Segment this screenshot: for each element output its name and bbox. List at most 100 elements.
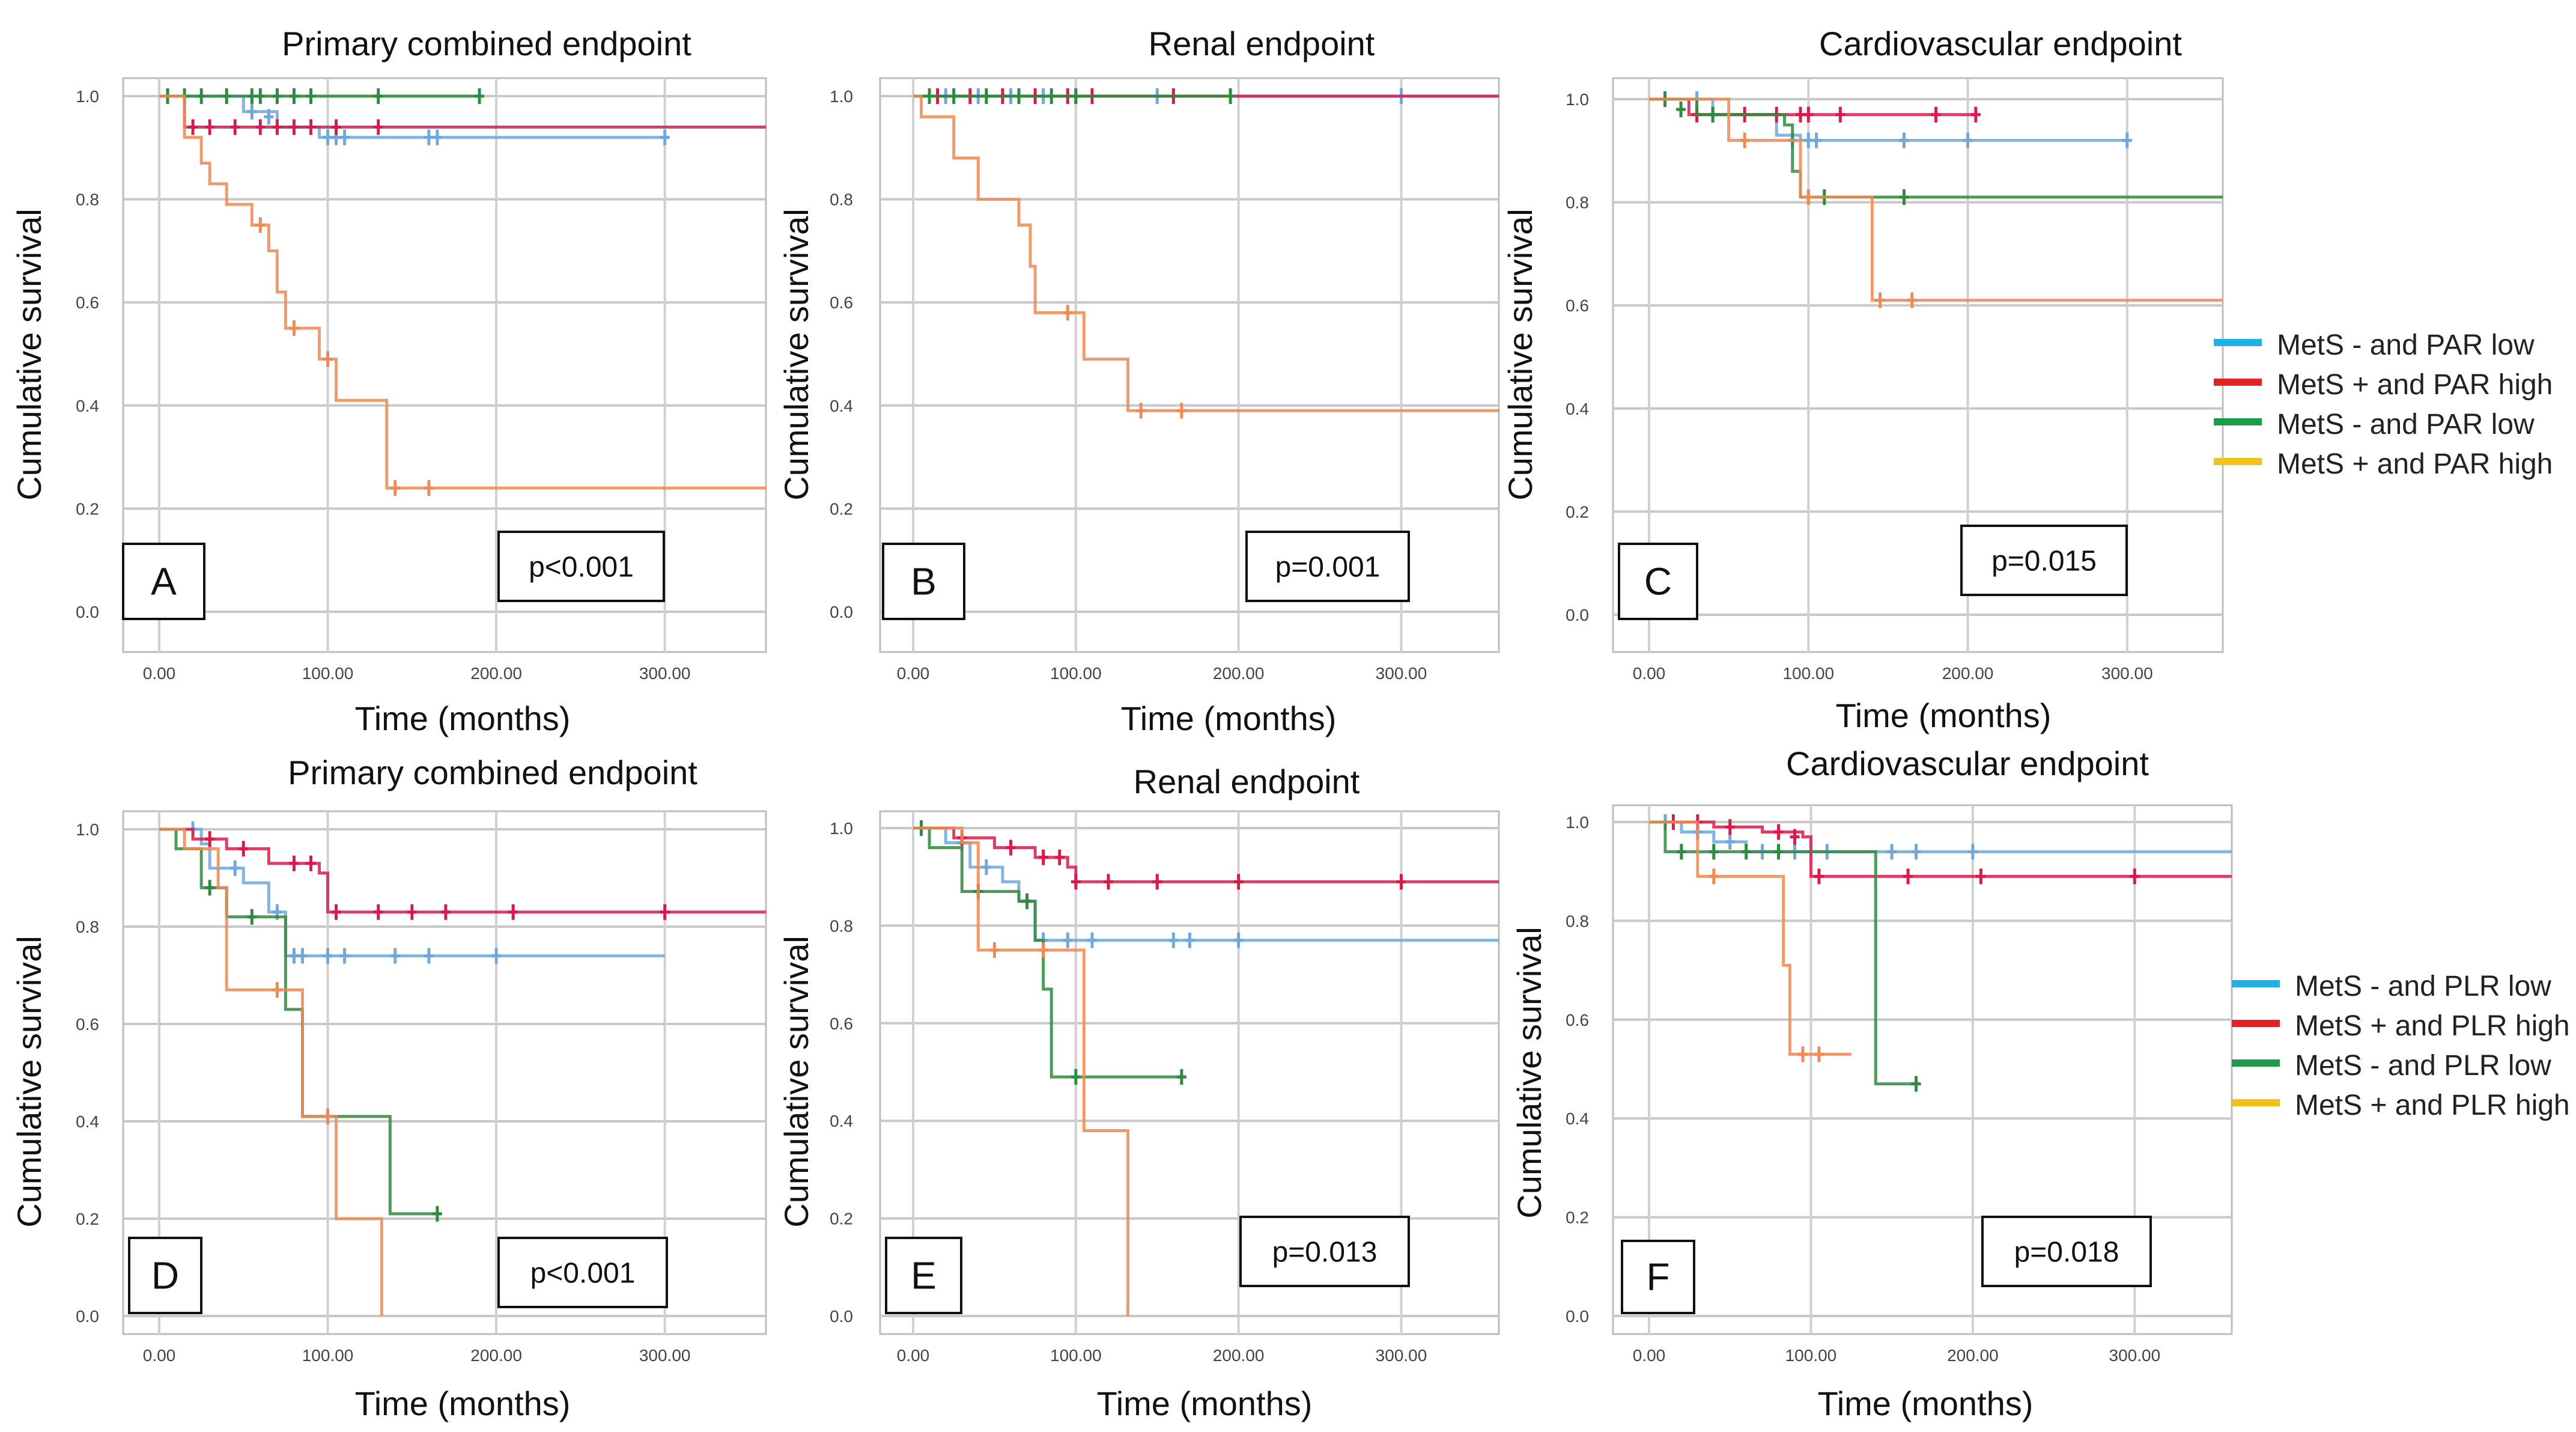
- panel-a-series-3-censor-mark: [222, 88, 232, 104]
- panel-a-pvalue-box: [497, 531, 665, 602]
- panel-e-series-3-censor-mark: [1176, 1069, 1186, 1085]
- panel-f-series-3-censor-mark: [1773, 844, 1784, 860]
- panel-d-x-tick-label: 0.00: [143, 1346, 176, 1365]
- panel-e-series-2-censor-mark: [1071, 874, 1081, 890]
- panel-e-letter: E: [911, 1254, 937, 1297]
- panel-a-y-tick-label: 0.4: [76, 397, 99, 415]
- panel-d-y-tick-label: 0.8: [76, 918, 99, 936]
- panel-a-series-1-censor-mark: [339, 129, 350, 145]
- panel-c-series-4-censor-mark: [1875, 292, 1885, 308]
- panel-a-series-1-censor-mark: [264, 109, 274, 125]
- panel-b-x-tick-label: 100.00: [1050, 664, 1102, 683]
- panel-a-y-tick-label: 0.2: [76, 499, 99, 518]
- panel-b-x-tick-label: 300.00: [1376, 664, 1427, 683]
- panel-e-series-2-censor-mark: [1038, 849, 1048, 865]
- panel-a-y-tick-label: 1.0: [76, 87, 99, 106]
- panel-c-series-2-censor-mark: [1803, 106, 1814, 123]
- panel-a-series-3-censor-mark: [272, 88, 282, 104]
- panel-c-letter-box: [1618, 543, 1698, 620]
- panel-e-series-3-censor-mark: [1022, 893, 1032, 909]
- panel-c-y-tick-label: 0.6: [1566, 296, 1589, 315]
- panel-b-title: Renal endpoint: [1149, 25, 1375, 62]
- panel-b: 0.0 0.2 0.4 0.6 0.8 1.0 0.00 100.00 200.00 300.00…: [777, 25, 1500, 737]
- panel-e-series-1-censor-mark: [1168, 932, 1179, 948]
- panel-a-series-2-censor-mark: [289, 119, 299, 135]
- panel-e-series-1-censor-mark: [1063, 932, 1073, 948]
- panel-e-series-2-censor-mark: [1054, 849, 1065, 865]
- panel-d-series-1-censor-mark: [297, 948, 308, 964]
- panel-a-x-tick-label: 0.00: [143, 664, 176, 683]
- panel-e-x-tick-label: 0.00: [897, 1346, 930, 1365]
- panel-f-x-tick-label: 300.00: [2109, 1346, 2161, 1365]
- panel-d-series-1-censor-mark: [289, 948, 299, 964]
- panel-d-series-2-censor-mark: [373, 904, 383, 920]
- panel-f-series-3-censor-mark: [1741, 844, 1751, 860]
- panel-d-series-1-censor-mark: [339, 948, 350, 964]
- panel-f-series-3-censor-mark: [1911, 1076, 1921, 1092]
- panel-f-series-2-censor-mark: [1814, 868, 1824, 885]
- panel-d-letter-box: [128, 1237, 202, 1314]
- panel-e-x-tick-label: 300.00: [1376, 1346, 1427, 1365]
- panel-c-series-3-censor-mark: [1708, 106, 1718, 123]
- panel-c-series-2-censor-mark: [1835, 106, 1845, 123]
- panel-b-pvalue: p=0.001: [1275, 552, 1381, 583]
- panel-c-letter: C: [1644, 560, 1672, 603]
- legend-plr-label-3: MetS - and PLR low: [2295, 1050, 2551, 1082]
- panel-e-title: Renal endpoint: [1134, 763, 1360, 800]
- panel-b-series-4-censor-mark: [1063, 305, 1073, 321]
- panel-a-x-tick-label: 200.00: [470, 664, 522, 683]
- panel-b-letter-box: [882, 543, 965, 620]
- legend-par: MetS - and PAR low MetS + and PAR high M…: [2214, 329, 2553, 480]
- panel-e-frame: [879, 810, 1500, 1335]
- panel-d-y-tick-label: 0.0: [76, 1307, 99, 1326]
- panel-a-letter-box: [122, 543, 205, 620]
- panel-d-y-tick-label: 1.0: [76, 820, 99, 839]
- panel-c: 0.0 0.2 0.4 0.6 0.8 1.0 0.00 100.00 200.00 300.00…: [1501, 25, 2224, 734]
- panel-a-letter: A: [151, 560, 177, 603]
- panel-c-series-1-censor-mark: [1899, 132, 1909, 148]
- panel-e-series-2-censor-mark: [1006, 839, 1016, 856]
- panel-d-series-1-censor-mark: [230, 860, 240, 876]
- panel-c-y-tick-label: 0.0: [1566, 606, 1589, 624]
- panel-c-title: Cardiovascular endpoint: [1819, 25, 2182, 62]
- panel-f-series-3-censor-mark: [1676, 844, 1686, 860]
- panel-b-series-4-curve: [913, 94, 1499, 412]
- panel-b-series-3-censor-mark: [949, 88, 959, 104]
- legend-par-item-4: MetS + and PAR high: [2214, 448, 2553, 480]
- panel-b-series-4-censor-mark: [1176, 403, 1186, 419]
- panel-e-pvalue-box: [1239, 1216, 1410, 1287]
- panel-c-series-3-censor-mark: [1899, 189, 1909, 206]
- panel-c-pvalue-box: [1960, 525, 2128, 596]
- panel-a-series-2-censor-mark: [331, 119, 341, 135]
- panel-a-x-axis-label: Time (months): [355, 699, 571, 737]
- legend-plr: MetS - and PLR low MetS + and PLR high M…: [2232, 970, 2570, 1121]
- panel-e-series-2-curve: [913, 826, 1499, 883]
- panel-b-frame: [879, 77, 1500, 653]
- panel-f-pvalue: p=0.018: [2014, 1237, 2119, 1269]
- panel-f-series-1-censor-mark: [1725, 833, 1735, 850]
- panel-f-series-2-censor-mark: [1903, 868, 1913, 885]
- panel-d-y-tick-label: 0.4: [76, 1112, 99, 1131]
- panel-b-x-axis-label: Time (months): [1121, 699, 1337, 737]
- panel-e-series-1-censor-mark: [1233, 932, 1244, 948]
- panel-f-y-tick-label: 0.4: [1566, 1109, 1589, 1128]
- panel-e-series-2-censor-mark: [1233, 874, 1244, 890]
- panel-c-frame: [1612, 77, 2224, 653]
- legend-par-label-2: MetS + and PAR high: [2277, 369, 2553, 401]
- panel-b-series-4-censor-mark: [1136, 403, 1146, 419]
- panel-d-series-2-censor-mark: [306, 855, 316, 871]
- panel-f-y-axis-label: Cumulative survival: [1510, 927, 1548, 1219]
- panel-a-x-tick-label: 100.00: [302, 664, 354, 683]
- panel-e-letter-box: [885, 1237, 962, 1314]
- panel-a-series-3-censor-mark: [306, 88, 316, 104]
- panel-e-series-4-censor-mark: [1038, 942, 1048, 958]
- panel-f-letter-box: [1621, 1240, 1695, 1314]
- panel-d-series-2-censor-mark: [205, 831, 215, 847]
- panel-f-x-axis-label: Time (months): [1818, 1385, 2034, 1422]
- panel-a-series-2-censor-mark: [188, 119, 198, 135]
- panel-e-y-tick-label: 0.4: [830, 1112, 853, 1130]
- panel-a-x-tick-label: 300.00: [639, 664, 691, 683]
- panel-c-y-tick-label: 0.8: [1566, 193, 1589, 212]
- panel-d-pvalue: p<0.001: [530, 1258, 636, 1290]
- panel-d-series-1-censor-mark: [390, 948, 400, 964]
